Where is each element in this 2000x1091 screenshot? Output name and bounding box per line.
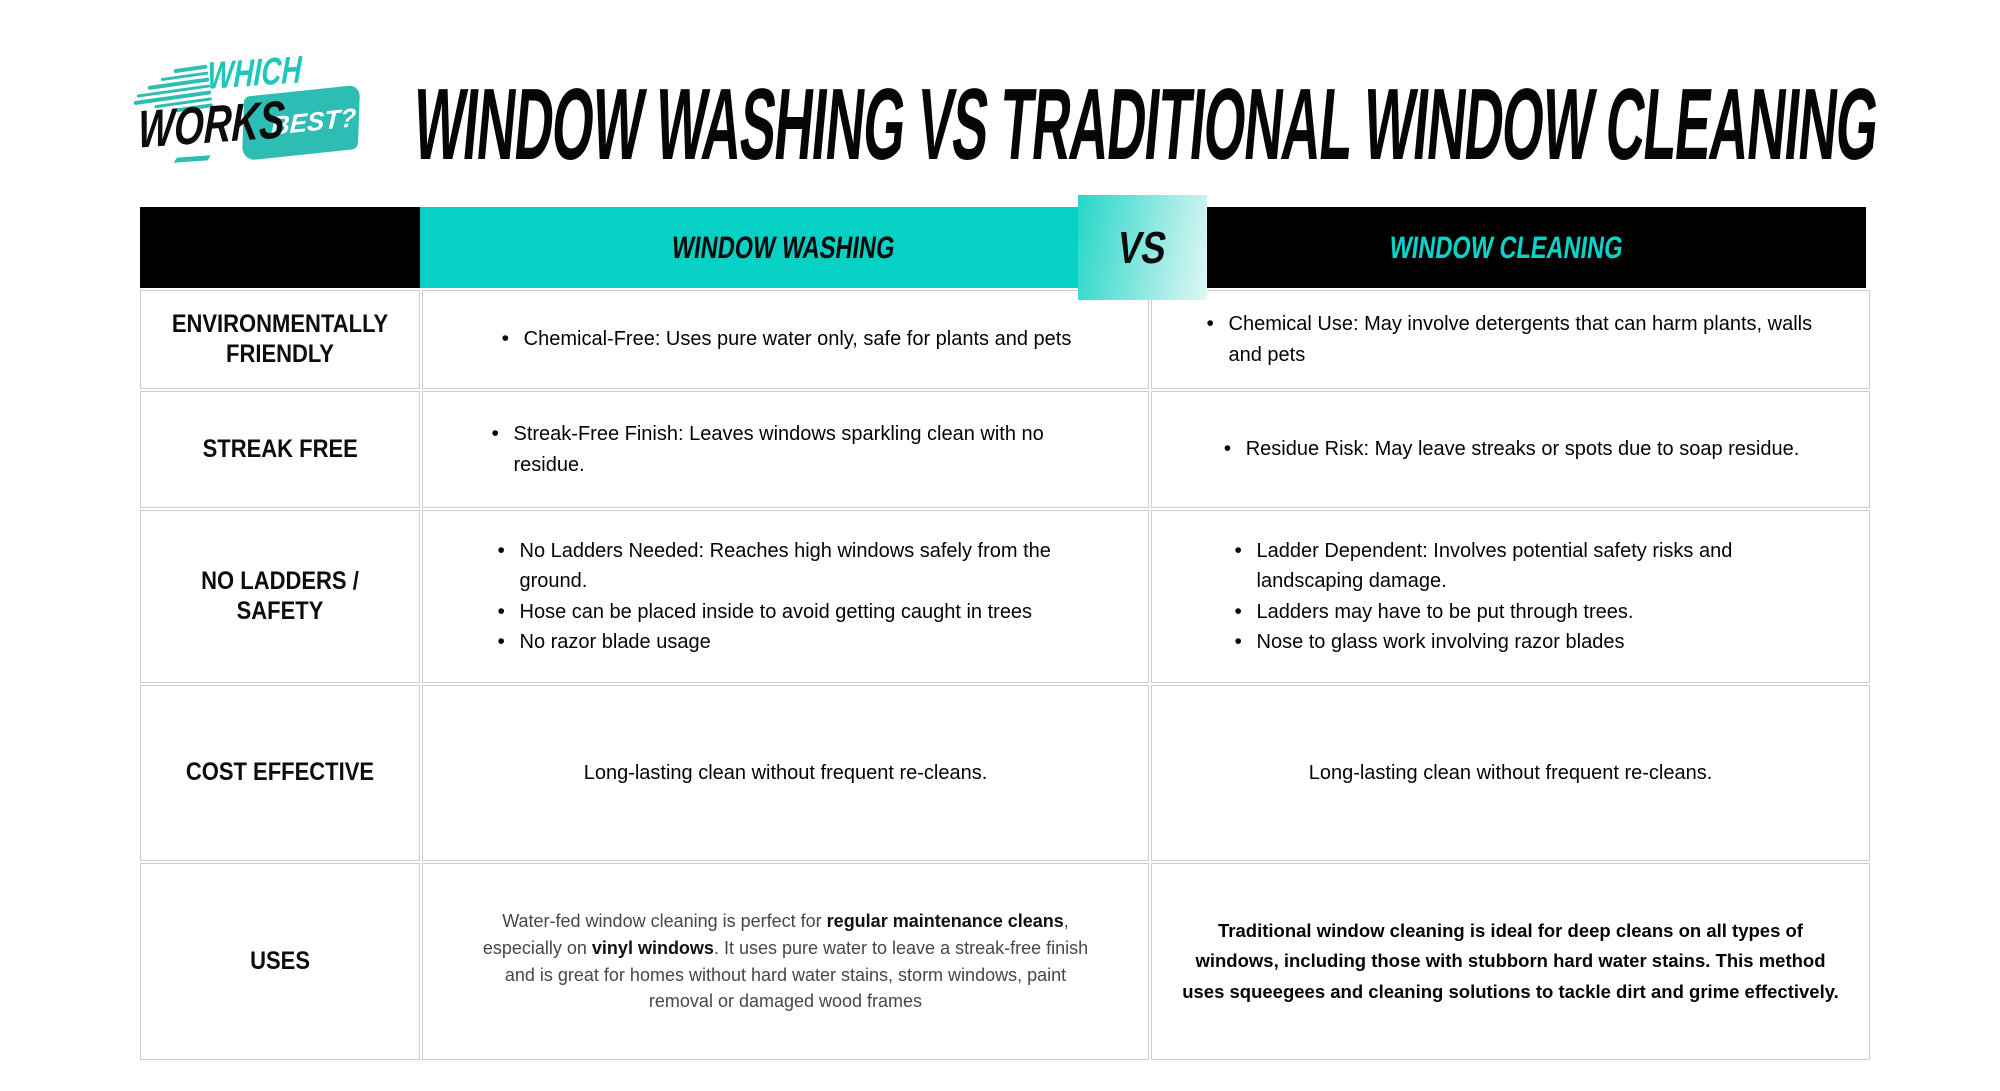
header-window-washing: WINDOW WASHING [420,207,1147,288]
bullet-item: Chemical-Free: Uses pure water only, saf… [500,323,1072,355]
bullet-list: Residue Risk: May leave streaks or spots… [1222,433,1800,465]
bullet-list: Streak-Free Finish: Leaves windows spark… [490,418,1082,480]
uses-washing-text: Water-fed window cleaning is perfect for… [474,908,1098,1015]
cell-cleaning-environment: Chemical Use: May involve detergents tha… [1151,290,1870,389]
table-body: ENVIRONMENTALLY FRIENDLY Chemical-Free: … [140,290,1870,1060]
bullet-list: Chemical Use: May involve detergents tha… [1205,308,1817,370]
bullet-item: Streak-Free Finish: Leaves windows spark… [490,418,1082,480]
which-works-best-logo: WHICH BEST? WORKS [130,42,380,179]
bullet-list: Chemical-Free: Uses pure water only, saf… [500,323,1072,355]
vs-badge: VS [1078,195,1207,300]
cell-cleaning-ladders: Ladder Dependent: Involves potential saf… [1151,510,1870,683]
uses-segment: Water-fed window cleaning is perfect for [502,911,827,932]
cell-cleaning-cost: Long-lasting clean without frequent re-c… [1151,685,1870,861]
bullet-item: Hose can be placed inside to avoid getti… [496,595,1076,627]
cell-cleaning-uses: Traditional window cleaning is ideal for… [1151,863,1870,1060]
bullet-item: No Ladders Needed: Reaches high windows … [496,535,1076,597]
uses-cleaning-text: Traditional window cleaning is ideal for… [1182,920,1839,1002]
table-header-row: WINDOW WASHING WINDOW CLEANING VS [140,195,1866,300]
row-label-streak-free: STREAK FREE [140,391,420,508]
cell-washing-cost: Long-lasting clean without frequent re-c… [422,685,1149,861]
cell-cleaning-streak: Residue Risk: May leave streaks or spots… [1151,391,1870,508]
cost-cleaning-text: Long-lasting clean without frequent re-c… [1308,762,1713,784]
vs-label: VS [1114,221,1171,273]
row-label-environmentally-friendly: ENVIRONMENTALLY FRIENDLY [140,290,420,389]
row-label-cost-effective: COST EFFECTIVE [140,685,420,861]
uses-segment: . It uses pure water to leave a streak-f… [504,937,1089,1012]
comparison-table: WINDOW WASHING WINDOW CLEANING VS ENVIRO… [140,195,1870,1060]
page-title: WINDOW WASHING VS TRADITIONAL WINDOW CLE… [409,66,2000,180]
bullet-item: No razor blade usage [496,626,1076,658]
cost-washing-text: Long-lasting clean without frequent re-c… [583,762,988,784]
uses-segment-bold: regular maintenance cleans [826,911,1064,932]
header-cleaning-label: WINDOW CLEANING [1387,229,1626,265]
row-label-no-ladders-safety: NO LADDERS / SAFETY [140,510,420,683]
uses-segment-bold: vinyl windows [591,937,714,958]
header-washing-label: WINDOW WASHING [669,229,898,265]
cell-washing-ladders: No Ladders Needed: Reaches high windows … [422,510,1149,683]
header-window-cleaning: WINDOW CLEANING [1147,207,1866,288]
bullet-item: Chemical Use: May involve detergents tha… [1205,308,1817,370]
logo-works-text: WORKS [137,90,286,160]
uses-segment: , especially on [482,911,1069,958]
bullet-list: No Ladders Needed: Reaches high windows … [496,535,1076,658]
bullet-item: Residue Risk: May leave streaks or spots… [1222,433,1800,465]
cell-washing-streak: Streak-Free Finish: Leaves windows spark… [422,391,1149,508]
bullet-list: Ladder Dependent: Involves potential saf… [1233,535,1789,658]
bullet-item: Nose to glass work involving razor blade… [1233,626,1789,658]
row-label-uses: USES [140,863,420,1060]
bullet-item: Ladders may have to be put through trees… [1233,595,1789,627]
page-title-text: WINDOW WASHING VS TRADITIONAL WINDOW CLE… [409,67,1883,181]
header-blank-cell [140,207,420,288]
cell-washing-environment: Chemical-Free: Uses pure water only, saf… [422,290,1149,389]
cell-washing-uses: Water-fed window cleaning is perfect for… [422,863,1149,1060]
bullet-item: Ladder Dependent: Involves potential saf… [1233,535,1789,597]
